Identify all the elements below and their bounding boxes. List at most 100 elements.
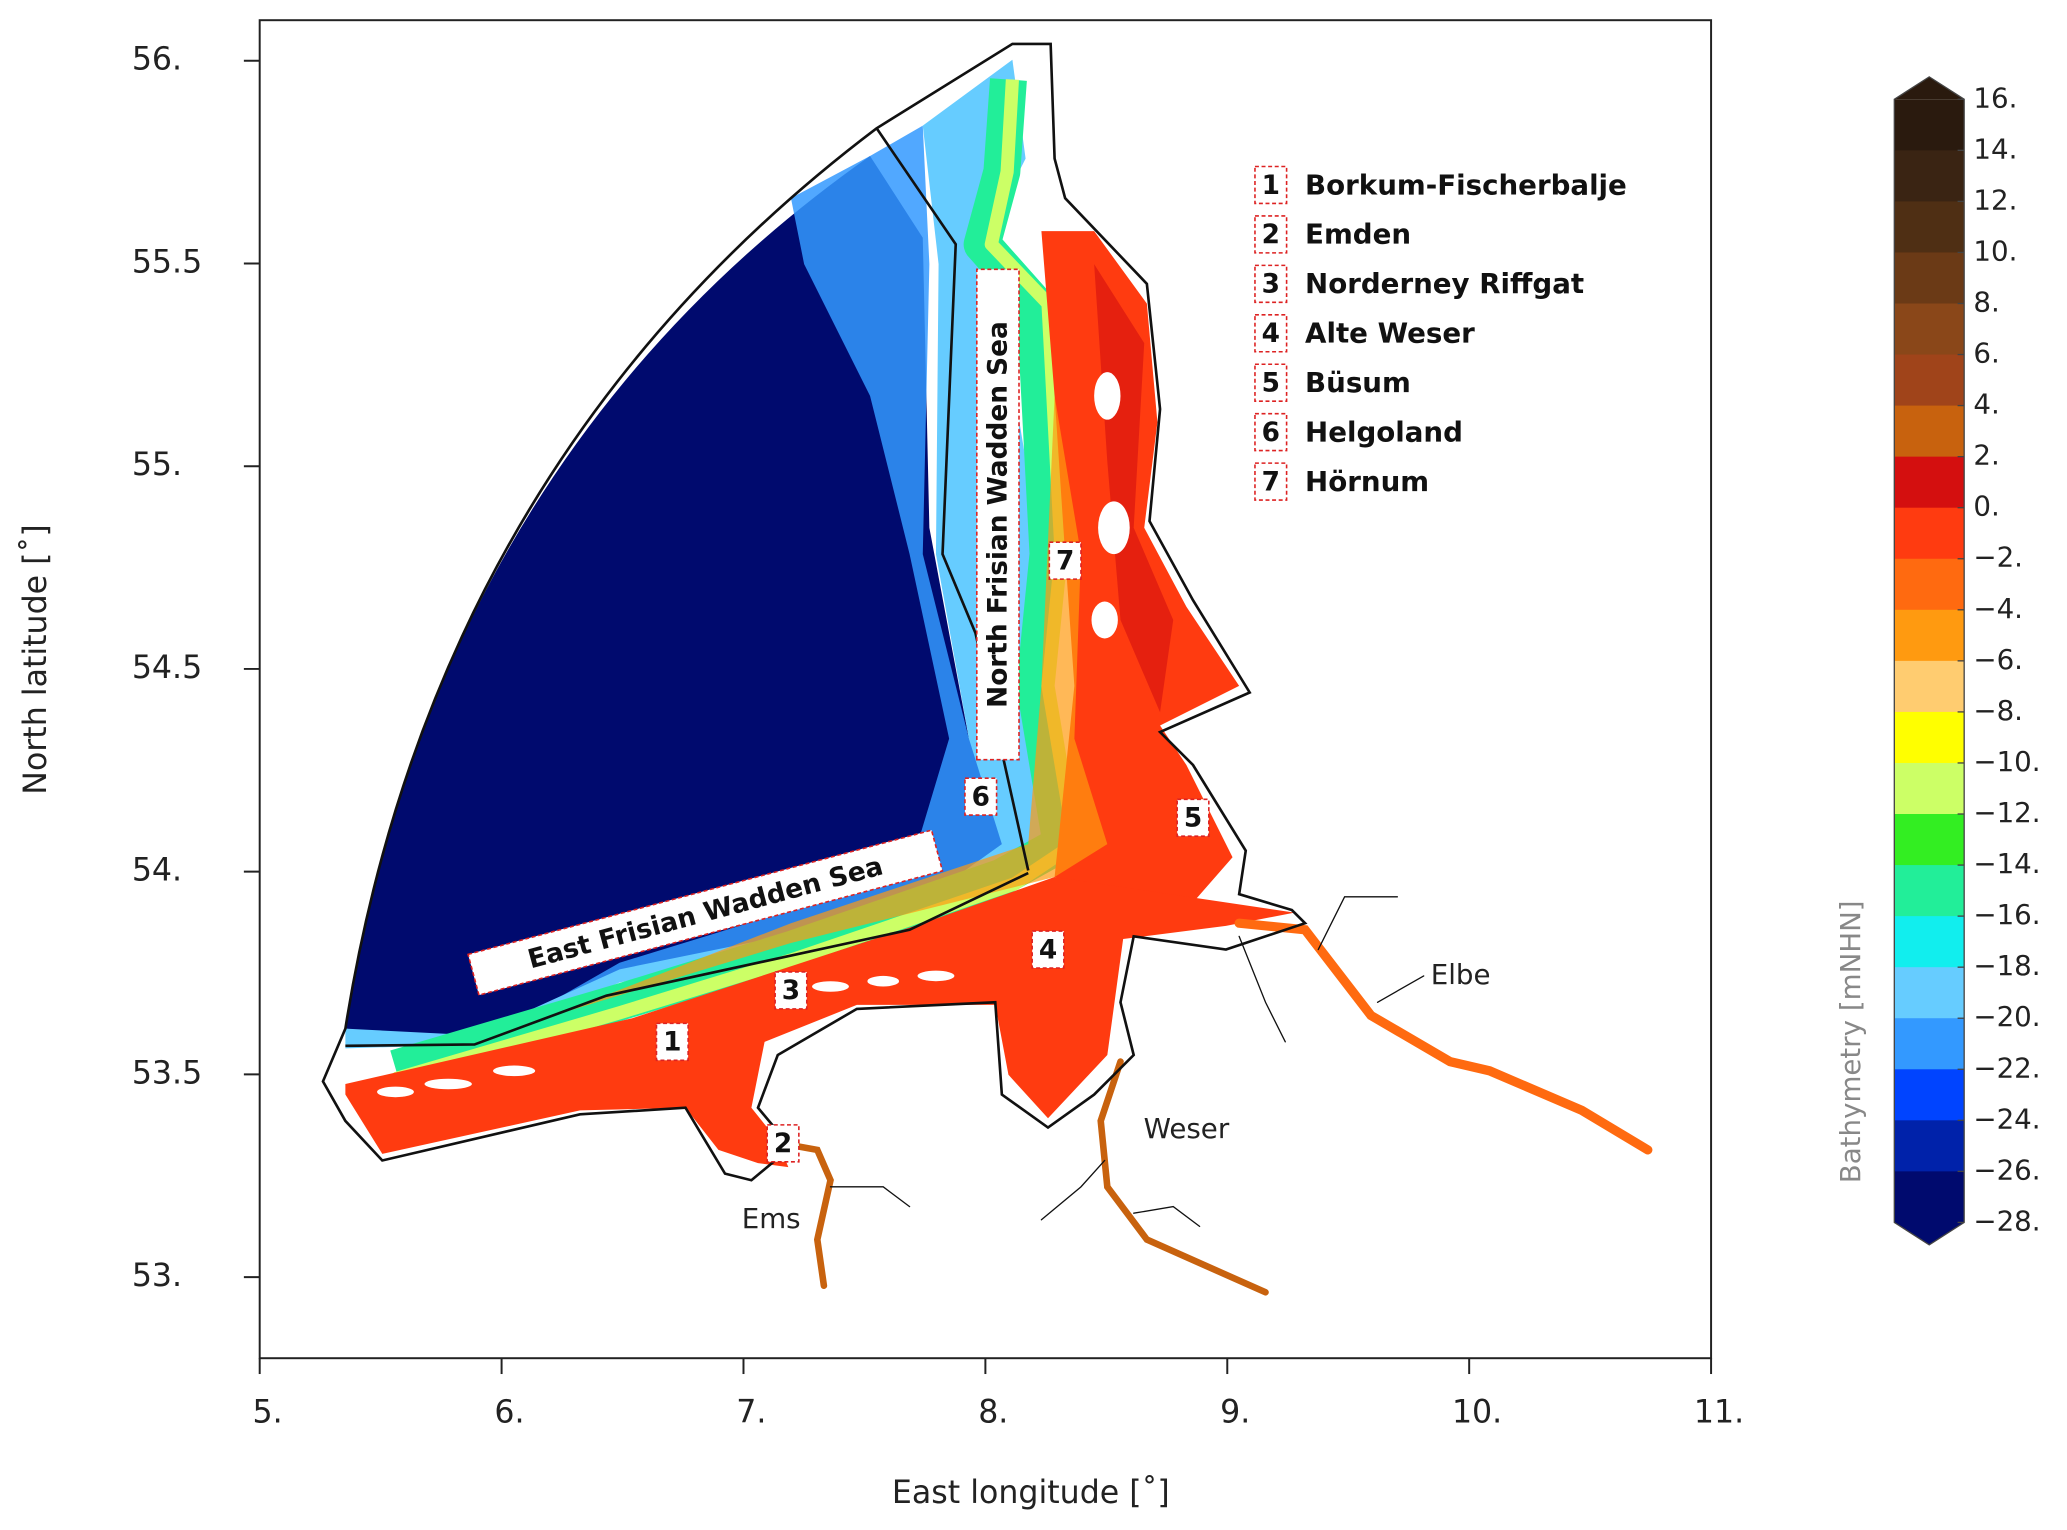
legend-label: Helgoland bbox=[1305, 415, 1463, 448]
legend-number: 6 bbox=[1262, 418, 1280, 448]
island bbox=[812, 981, 849, 992]
legend-label: Emden bbox=[1305, 218, 1411, 251]
river-weser bbox=[1097, 1058, 1269, 1296]
legend-box bbox=[1254, 412, 1288, 452]
legend-box bbox=[1254, 314, 1288, 353]
legend-number: 7 bbox=[1262, 467, 1280, 497]
colorbar-band bbox=[1894, 660, 1965, 713]
legend-item: 1 Borkum-Fischerbalje bbox=[1254, 165, 1627, 205]
colorbar-tick-label: −20. bbox=[1973, 1000, 2040, 1033]
x-tick-label: 5. bbox=[253, 1395, 283, 1431]
colorbar-tick-label: −14. bbox=[1973, 847, 2040, 880]
colorbar-band bbox=[1894, 967, 1965, 1019]
station-box bbox=[766, 1124, 800, 1163]
legend-label: Alte Weser bbox=[1305, 317, 1475, 350]
tributary bbox=[1238, 935, 1286, 1043]
legend-label: Borkum-Fischerbalje bbox=[1305, 168, 1627, 201]
wadden-shoal bbox=[553, 395, 1108, 1016]
legend-box bbox=[1254, 165, 1288, 205]
tributary bbox=[1040, 1159, 1106, 1221]
station-marker: 1 bbox=[655, 1022, 689, 1062]
tributary bbox=[1376, 975, 1425, 1003]
colorbar-tick-label: 12. bbox=[1973, 183, 2017, 216]
colorbar-tick-label: 8. bbox=[1973, 285, 1999, 318]
station-number: 2 bbox=[774, 1129, 792, 1159]
legend-box bbox=[1254, 264, 1288, 304]
colorbar-tick-label: −2. bbox=[1973, 541, 2023, 574]
y-tick-label: 55. bbox=[132, 447, 182, 483]
legend-number: 1 bbox=[1262, 171, 1280, 201]
colorbar-tick-label: −16. bbox=[1973, 898, 2040, 931]
x-tick-label: 10. bbox=[1452, 1395, 1502, 1431]
colorbar-band bbox=[1894, 1171, 1965, 1224]
station-box bbox=[1031, 930, 1065, 969]
x-tick-label: 7. bbox=[736, 1395, 766, 1431]
legend-number: 3 bbox=[1262, 270, 1280, 300]
colorbar-tick-label: 0. bbox=[1973, 490, 1999, 523]
station-marker: 4 bbox=[1031, 930, 1065, 969]
y-tick-label: 54. bbox=[132, 853, 182, 889]
station-box bbox=[774, 971, 808, 1010]
colorbar-tick-label: −12. bbox=[1973, 796, 2040, 829]
colorbar-band bbox=[1894, 252, 1965, 305]
legend-label: Hörnum bbox=[1305, 465, 1429, 498]
tributary bbox=[1133, 1205, 1201, 1228]
colorbar-band bbox=[1894, 201, 1965, 254]
colorbar-band bbox=[1894, 814, 1965, 866]
x-tick-label: 6. bbox=[494, 1395, 524, 1431]
island bbox=[424, 1078, 472, 1090]
rivers bbox=[785, 896, 1653, 1296]
y-tick-label: 53.5 bbox=[132, 1055, 202, 1091]
y-tick-label: 54.5 bbox=[132, 650, 202, 686]
river-label: Elbe bbox=[1431, 958, 1491, 991]
colorbar-tick-label: −4. bbox=[1973, 592, 2023, 625]
station-box bbox=[1048, 541, 1082, 580]
colorbar-tick-label: 10. bbox=[1973, 234, 2017, 267]
colorbar-band bbox=[1894, 1120, 1965, 1173]
colorbar-tick-label: 2. bbox=[1973, 439, 1999, 472]
station-marker: 6 bbox=[964, 777, 998, 816]
colorbar-tick-label: −24. bbox=[1973, 1102, 2040, 1135]
colorbar-tick-label: −28. bbox=[1973, 1204, 2040, 1237]
legend-label: Norderney Riffgat bbox=[1305, 267, 1584, 300]
station-number: 1 bbox=[663, 1028, 681, 1058]
legend-box bbox=[1254, 215, 1288, 254]
y-tick-label: 53. bbox=[132, 1258, 182, 1294]
colorbar-band bbox=[1894, 405, 1965, 458]
legend-item: 4 Alte Weser bbox=[1254, 314, 1475, 353]
river-ems bbox=[785, 1141, 834, 1290]
label-box bbox=[976, 268, 1020, 761]
y-tick-label: 56. bbox=[132, 42, 182, 78]
colorbar-band bbox=[1894, 762, 1965, 815]
region-boundary bbox=[345, 871, 1029, 1048]
legend-number: 4 bbox=[1262, 319, 1280, 349]
island bbox=[867, 975, 900, 987]
island bbox=[377, 1086, 414, 1098]
station-box bbox=[655, 1022, 689, 1062]
y-tick-label: 55.5 bbox=[132, 244, 202, 280]
station-box bbox=[964, 777, 998, 816]
island bbox=[1094, 372, 1121, 420]
region-label: North Frisian Wadden Sea bbox=[976, 268, 1020, 761]
station-marker: 7 bbox=[1048, 541, 1082, 580]
legend-item: 7 Hörnum bbox=[1254, 462, 1429, 501]
station-number: 5 bbox=[1184, 804, 1202, 834]
colorbar-band bbox=[1894, 150, 1965, 203]
colorbar-band bbox=[1894, 507, 1965, 560]
colorbar-extend-top bbox=[1894, 76, 1965, 100]
colorbar-band bbox=[1894, 1069, 1965, 1121]
legend-item: 2 Emden bbox=[1254, 215, 1411, 254]
colorbar-tick-label: 4. bbox=[1973, 388, 1999, 421]
colorbar-tick-label: 14. bbox=[1973, 132, 2017, 165]
colorbar-band bbox=[1894, 354, 1965, 407]
colorbar-tick-label: −26. bbox=[1973, 1153, 2040, 1186]
station-number: 4 bbox=[1039, 935, 1057, 965]
colorbar-band bbox=[1894, 99, 1965, 151]
legend-item: 6 Helgoland bbox=[1254, 412, 1463, 452]
colorbar-band bbox=[1894, 1018, 1965, 1070]
colorbar-tick-label: −8. bbox=[1973, 694, 2023, 727]
river-label: Ems bbox=[742, 1202, 801, 1235]
colorbar-tick-label: −18. bbox=[1973, 949, 2040, 982]
island bbox=[1098, 501, 1130, 555]
colorbar-tick-label: −22. bbox=[1973, 1051, 2040, 1084]
